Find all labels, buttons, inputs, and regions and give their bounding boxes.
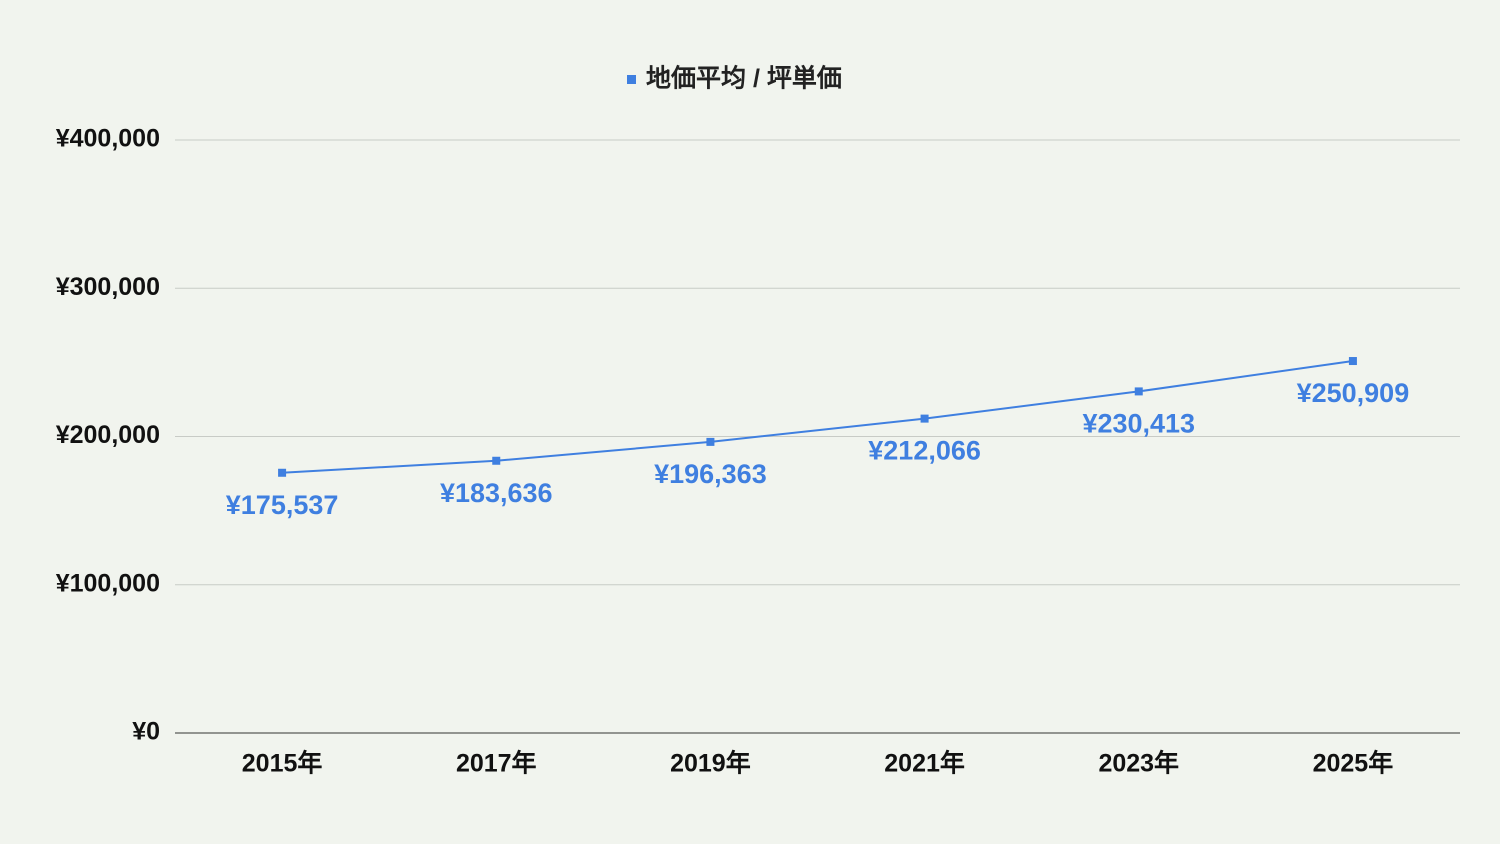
x-tick-label: 2025年 [1313,749,1394,778]
x-tick-label: 2019年 [670,749,751,778]
x-tick-label: 2023年 [1098,749,1179,778]
data-label: ¥212,066 [868,436,981,466]
data-label: ¥196,363 [654,459,767,489]
series-line [282,360,1354,474]
x-tick-label: 2021年 [884,749,965,778]
point-marker [1134,387,1143,396]
x-tick-label: 2015年 [242,749,323,778]
data-label: ¥183,636 [440,478,553,508]
point-marker [920,414,929,423]
y-tick-label: ¥200,000 [56,421,160,449]
y-tick-label: ¥0 [132,718,160,746]
point-marker [706,437,715,446]
point-marker [492,456,501,465]
y-tick-label: ¥400,000 [56,125,160,153]
y-tick-label: ¥300,000 [56,273,160,301]
data-label: ¥230,413 [1082,409,1195,439]
x-tick-label: 2017年 [456,749,537,778]
point-marker [278,468,287,477]
point-marker [1348,357,1357,366]
y-tick-label: ¥100,000 [56,569,160,597]
data-label: ¥175,537 [226,490,339,520]
legend-marker [627,75,636,84]
legend-label: 地価平均 / 坪単価 [646,64,842,93]
data-label: ¥250,909 [1297,378,1410,408]
